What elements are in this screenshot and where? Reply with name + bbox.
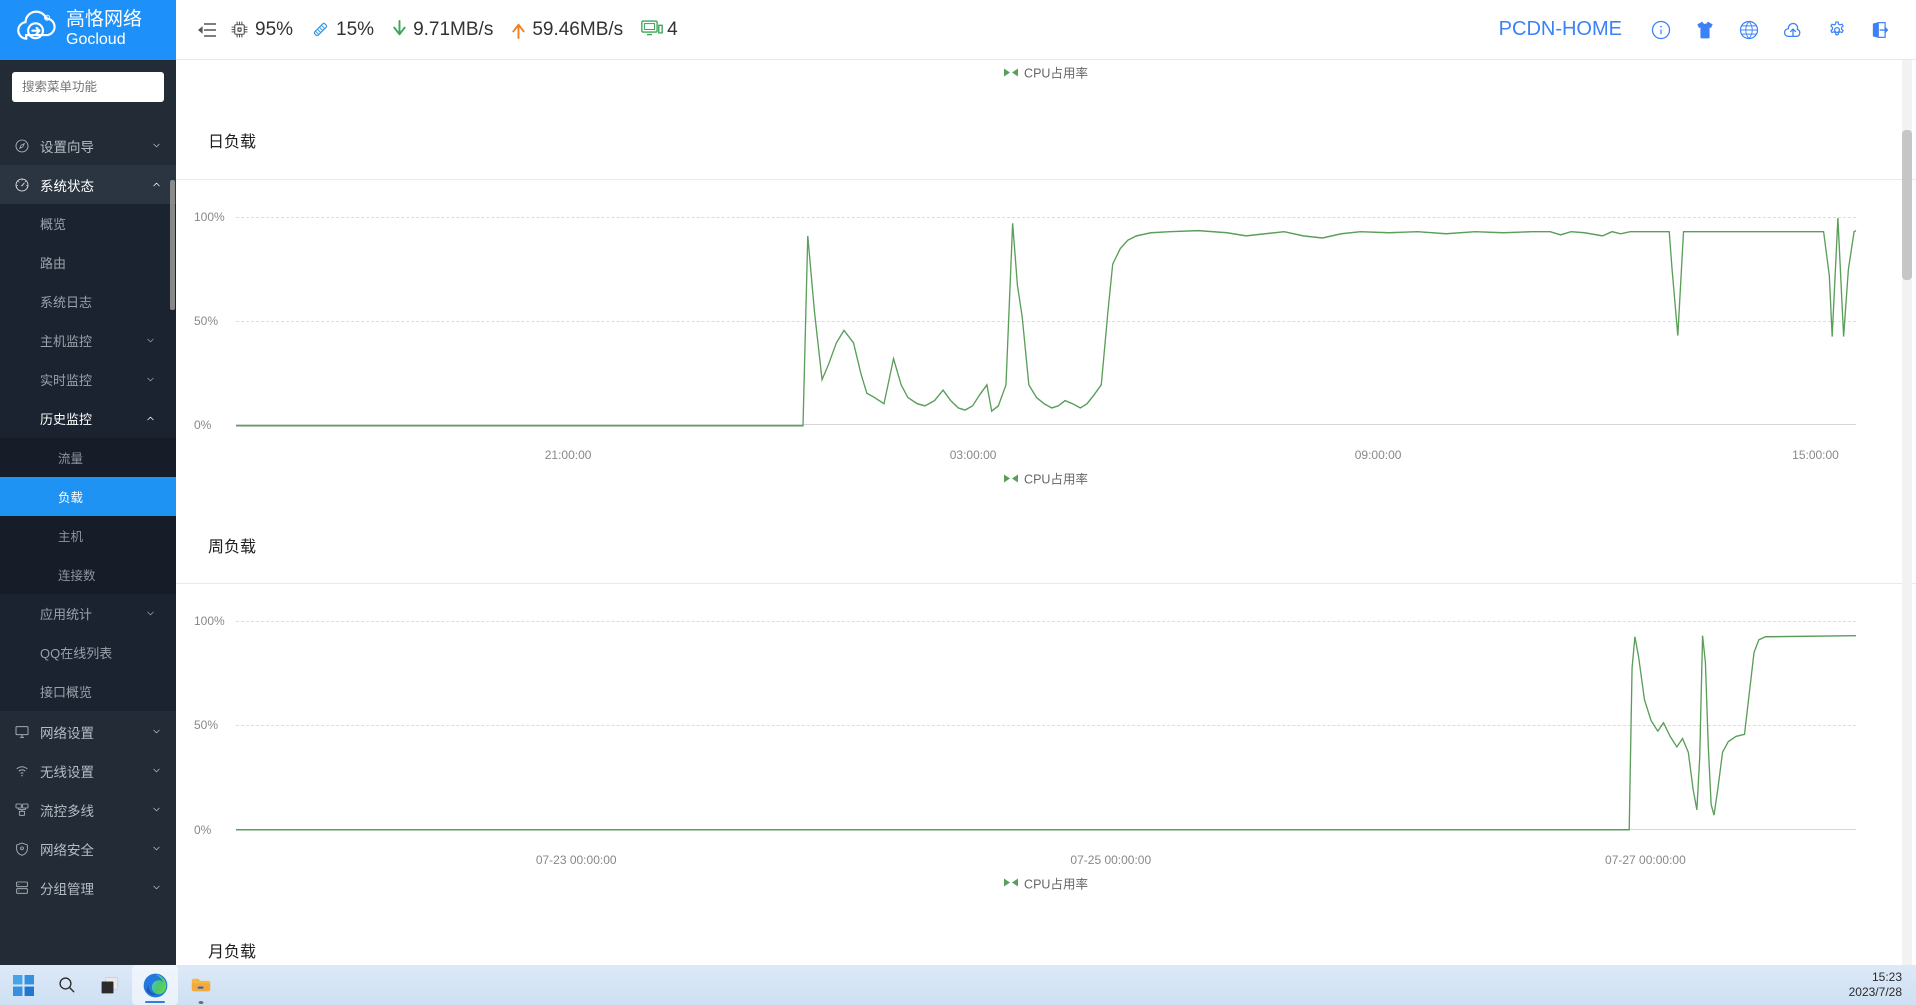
svg-text:C: C (238, 28, 242, 34)
svg-text:R: R (46, 16, 49, 20)
